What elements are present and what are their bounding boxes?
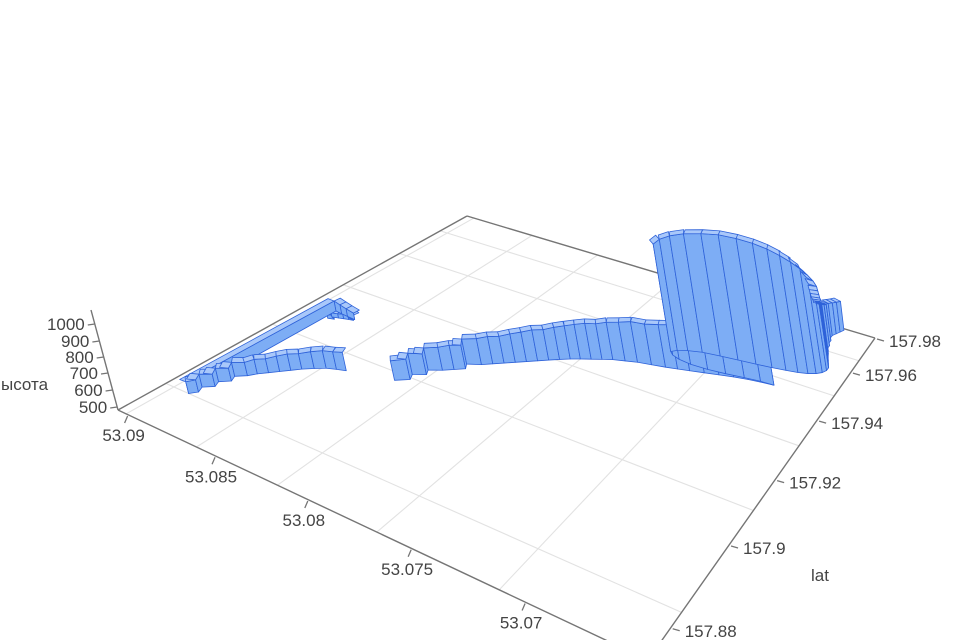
lat-tick <box>818 420 827 424</box>
track-segment-top <box>242 354 255 363</box>
x-tick <box>521 603 526 611</box>
track-segment-top <box>795 264 808 276</box>
x-tick-label: 53.085 <box>185 467 237 486</box>
track-segment-top <box>321 345 336 353</box>
grid-line-lat <box>272 323 754 512</box>
track-segment-top <box>573 318 586 325</box>
track-segment-top <box>778 250 791 263</box>
z-tick-label: 900 <box>61 332 89 351</box>
track-segment-top <box>186 372 200 381</box>
z-tick <box>87 323 95 326</box>
track-segment-top <box>253 353 266 360</box>
track-segment-top <box>583 318 597 325</box>
track-3d-columns <box>179 229 845 394</box>
lat-tick-label: 157.88 <box>685 622 737 640</box>
z-tick-label: 700 <box>70 364 98 383</box>
z-axis-title: ысота <box>1 375 49 394</box>
track-segment-top <box>202 366 216 375</box>
track-segment-top <box>412 346 424 355</box>
track-segment-top <box>529 324 544 331</box>
track-segment-top <box>829 297 841 303</box>
lat-tick <box>876 338 885 342</box>
x-tick <box>124 415 129 424</box>
grid-line-x <box>196 234 533 448</box>
track-segment-top <box>804 278 817 287</box>
track-segment-top <box>644 319 661 325</box>
track-segment-top <box>766 244 781 256</box>
z-tick <box>100 372 109 375</box>
x-tick-label: 53.08 <box>283 511 326 530</box>
x-tick-label: 53.09 <box>102 426 145 445</box>
track-segment-top <box>563 319 575 327</box>
track-segment-top <box>286 348 299 355</box>
track-segment-top <box>668 229 685 237</box>
lat-tick-label: 157.92 <box>789 474 841 493</box>
z-tick <box>96 356 104 359</box>
lat-tick <box>672 628 680 632</box>
lat-tick-label: 157.94 <box>831 414 883 433</box>
z-tick <box>92 340 100 343</box>
track-segment-top <box>396 351 409 360</box>
track-segment-top <box>818 300 829 305</box>
lat-tick-label: 157.96 <box>865 366 917 385</box>
z-tick-label: 500 <box>79 398 107 417</box>
lat-tick <box>776 480 785 484</box>
lat-tick <box>852 372 861 376</box>
track-segment-top <box>333 297 347 306</box>
track-segment-top <box>298 346 312 355</box>
track-segment-top <box>310 345 324 353</box>
lat-tick-label: 157.9 <box>743 539 786 558</box>
lat-tick <box>730 545 739 549</box>
grid-line-lat <box>343 284 800 447</box>
track-segment-top <box>800 271 814 282</box>
z-tick <box>110 406 118 409</box>
track-segment-top <box>219 361 232 369</box>
track-segment-top <box>700 229 721 236</box>
floor-edge <box>117 215 468 411</box>
z-tick <box>105 389 113 392</box>
track-segment-top <box>179 298 335 383</box>
z-tick-label: 600 <box>74 381 102 400</box>
floor-edge <box>117 409 608 640</box>
z-tick-label: 800 <box>65 348 93 367</box>
x-tick-label: 53.075 <box>381 560 433 579</box>
z-tick-label: 1000 <box>47 315 85 334</box>
track-segment-top <box>649 234 660 245</box>
grid-line-lat <box>165 382 682 613</box>
track-segment-top <box>461 333 478 340</box>
lat-axis-title: lat <box>811 566 829 585</box>
track-segment-top <box>423 342 439 349</box>
grid-line-x <box>376 277 676 533</box>
x-tick <box>407 549 412 558</box>
track-segment-top <box>605 317 620 323</box>
floor-edge <box>661 337 876 640</box>
track-segment-top <box>594 317 607 325</box>
track-segment-top <box>485 331 500 337</box>
track-segment-top <box>332 346 346 353</box>
x-tick <box>304 500 309 509</box>
x-tick-label: 53.07 <box>500 614 543 633</box>
x-tick <box>211 456 216 465</box>
track-segment-top <box>552 320 565 328</box>
track-segment-top <box>657 231 670 240</box>
track-segment-top <box>683 229 703 235</box>
track-segment-top <box>617 316 632 323</box>
z-axis-line <box>90 309 119 411</box>
track-segment-top <box>451 338 463 346</box>
lat-tick-label: 157.98 <box>889 332 941 351</box>
